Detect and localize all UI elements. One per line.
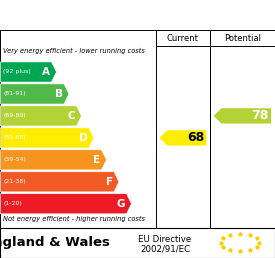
Polygon shape	[1, 194, 131, 214]
Text: (69-80): (69-80)	[3, 114, 26, 118]
Text: (55-68): (55-68)	[3, 135, 26, 140]
Polygon shape	[1, 62, 56, 82]
Polygon shape	[1, 172, 119, 192]
Text: Not energy efficient - higher running costs: Not energy efficient - higher running co…	[3, 216, 145, 222]
Text: C: C	[68, 111, 75, 121]
Text: A: A	[42, 67, 50, 77]
Text: 78: 78	[252, 109, 269, 122]
Polygon shape	[1, 128, 94, 148]
Text: D: D	[79, 133, 88, 143]
Text: 68: 68	[187, 131, 204, 144]
Polygon shape	[1, 106, 81, 126]
Polygon shape	[213, 108, 271, 124]
Text: G: G	[117, 199, 125, 209]
Text: (21-38): (21-38)	[3, 179, 26, 184]
Text: 2002/91/EC: 2002/91/EC	[140, 244, 190, 253]
Polygon shape	[1, 150, 106, 170]
Text: F: F	[106, 177, 113, 187]
Text: Very energy efficient - lower running costs: Very energy efficient - lower running co…	[3, 48, 145, 54]
Text: Potential: Potential	[224, 34, 261, 43]
Text: EU Directive: EU Directive	[138, 235, 192, 244]
Text: Energy Efficiency Rating: Energy Efficiency Rating	[8, 8, 210, 23]
Text: (92 plus): (92 plus)	[3, 69, 31, 75]
Text: (81-91): (81-91)	[3, 91, 26, 96]
Text: E: E	[93, 155, 100, 165]
Text: B: B	[55, 89, 63, 99]
Text: (1-20): (1-20)	[3, 201, 22, 206]
Polygon shape	[160, 130, 206, 146]
Polygon shape	[1, 84, 69, 104]
Text: Current: Current	[167, 34, 199, 43]
Text: (39-54): (39-54)	[3, 157, 26, 162]
Text: England & Wales: England & Wales	[0, 236, 110, 249]
